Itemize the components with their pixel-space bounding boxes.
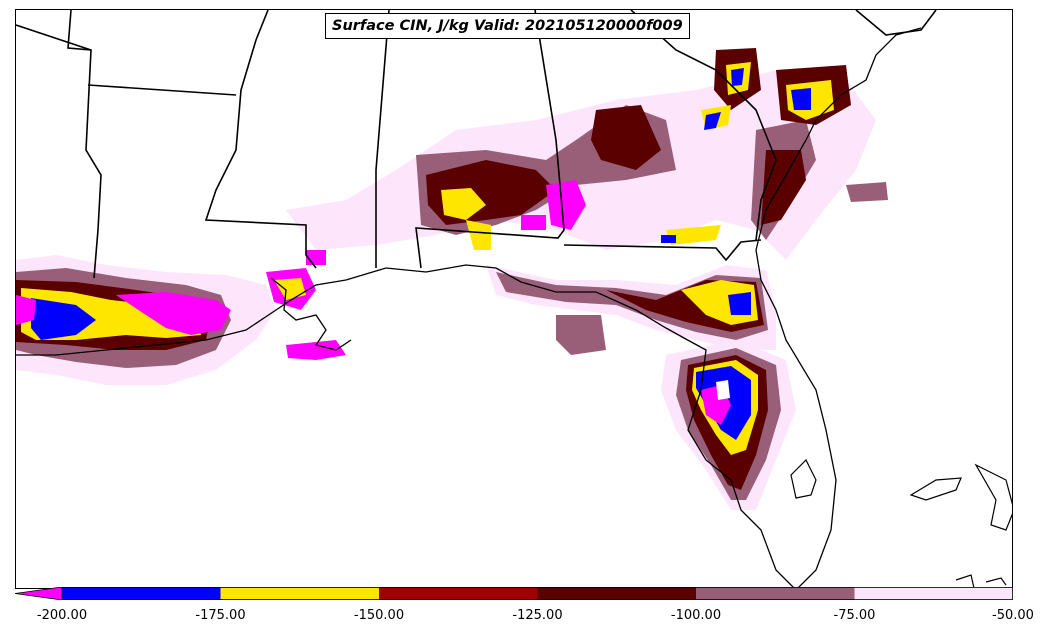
coastline bbox=[985, 577, 1007, 586]
colorbar-tick-label: -150.00 bbox=[353, 608, 405, 623]
state-border-line bbox=[563, 239, 762, 262]
coastline bbox=[755, 27, 922, 588]
coastline bbox=[955, 574, 975, 588]
colorbar-segment bbox=[62, 587, 221, 600]
cin-region-alabama bbox=[521, 215, 546, 230]
state-border-line bbox=[415, 10, 565, 269]
state-border-line bbox=[87, 84, 237, 96]
state-borders bbox=[16, 10, 1012, 588]
colorbar-segment bbox=[220, 587, 379, 600]
cin-region-alabama bbox=[306, 250, 326, 265]
colorbar-segment bbox=[696, 587, 855, 600]
colorbar-tick-label: -175.00 bbox=[195, 608, 246, 623]
colorbar-tick-label: -50.00 bbox=[992, 608, 1034, 623]
cin-region-georgia bbox=[731, 68, 744, 86]
map-panel bbox=[15, 9, 1013, 589]
state-border-line bbox=[630, 10, 777, 241]
colorbar-tick-label: -75.00 bbox=[833, 608, 876, 623]
colorbar-segment bbox=[537, 587, 696, 600]
cin-field bbox=[16, 48, 888, 510]
state-border-line bbox=[204, 10, 317, 269]
map-title-text: Surface CIN, J/kg Valid: 202105120000f00… bbox=[332, 18, 683, 34]
cin-region-louisiana bbox=[16, 295, 36, 325]
colorbar bbox=[15, 587, 1013, 600]
cin-region-florida-peninsula bbox=[716, 380, 730, 400]
cin-region-georgia bbox=[791, 88, 811, 110]
colorbar-outline bbox=[61, 587, 1013, 600]
colorbar-under-triangle bbox=[15, 587, 63, 600]
cin-region-florida-panhandle bbox=[556, 315, 606, 355]
cin-region-georgia bbox=[704, 112, 721, 130]
cin-region-louisiana bbox=[274, 278, 306, 300]
coastline bbox=[974, 463, 1012, 531]
cin-field-map bbox=[16, 10, 1012, 588]
coastline bbox=[270, 277, 352, 351]
cin-region-louisiana bbox=[286, 340, 346, 360]
colorbar-tick-label: -200.00 bbox=[36, 608, 88, 623]
cin-region-georgia bbox=[846, 182, 888, 202]
state-border-line bbox=[16, 24, 92, 51]
cin-region-alabama bbox=[441, 188, 486, 220]
lake-outline bbox=[790, 458, 817, 499]
cin-region-alabama bbox=[546, 180, 586, 230]
coastline bbox=[16, 264, 795, 588]
cin-region-louisiana bbox=[116, 292, 231, 335]
cin-region-florida-panhandle bbox=[728, 292, 751, 315]
cin-region-alabama bbox=[466, 220, 491, 250]
state-border-line bbox=[67, 10, 102, 279]
cin-region-georgia bbox=[661, 235, 676, 243]
colorbar-tick-label: -125.00 bbox=[512, 608, 563, 623]
cin-region-georgia bbox=[666, 225, 721, 245]
colorbar-segment bbox=[854, 587, 1013, 600]
colorbar-segment bbox=[379, 587, 538, 600]
state-border-line bbox=[375, 10, 390, 268]
cin-region-alabama bbox=[591, 105, 661, 170]
state-border-line bbox=[855, 10, 937, 36]
cin-region-louisiana bbox=[31, 298, 96, 340]
coastline bbox=[909, 477, 962, 501]
map-title: Surface CIN, J/kg Valid: 202105120000f00… bbox=[325, 13, 690, 39]
colorbar-tick-label: -100.00 bbox=[670, 608, 722, 623]
